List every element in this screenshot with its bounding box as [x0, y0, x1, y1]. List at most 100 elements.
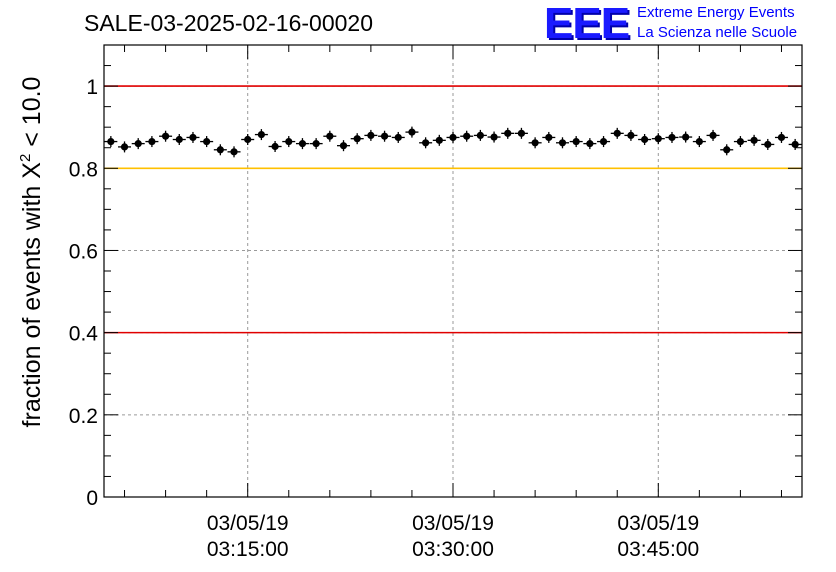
data-point	[309, 138, 323, 150]
point-marker	[682, 133, 690, 141]
y-tick-label: 0.6	[69, 240, 98, 263]
point-marker	[572, 137, 580, 146]
data-point	[569, 136, 583, 148]
point-marker	[285, 137, 293, 146]
data-point	[268, 140, 282, 152]
point-marker	[558, 139, 567, 147]
data-point	[295, 138, 309, 150]
data-point	[733, 136, 747, 148]
point-marker	[586, 140, 594, 148]
chart-title: SALE-03-2025-02-16-00020	[84, 10, 373, 36]
x-tick-label-date: 03/05/19	[412, 512, 494, 535]
point-marker	[531, 139, 539, 147]
point-marker	[791, 140, 799, 149]
data-point	[651, 133, 665, 145]
data-point	[720, 144, 734, 156]
point-marker	[641, 135, 649, 144]
point-marker	[695, 137, 703, 146]
data-point	[487, 131, 501, 143]
point-marker	[148, 137, 156, 146]
point-marker	[627, 131, 635, 139]
point-marker	[244, 135, 252, 144]
point-marker	[654, 135, 662, 143]
data-point	[254, 129, 268, 141]
point-marker	[668, 133, 676, 142]
y-tick-label: 0.4	[69, 323, 99, 346]
point-marker	[257, 130, 265, 139]
data-point	[679, 131, 693, 143]
point-marker	[120, 143, 129, 151]
point-marker	[449, 133, 457, 142]
point-marker	[312, 140, 320, 148]
y-tick-label: 0.8	[69, 158, 98, 181]
point-marker	[545, 133, 553, 142]
data-point	[747, 134, 761, 146]
data-point	[391, 131, 405, 143]
point-marker	[777, 133, 786, 142]
y-tick-label: 1	[86, 76, 98, 99]
data-point	[378, 130, 392, 142]
data-point	[432, 134, 446, 146]
data-point	[419, 137, 433, 149]
point-marker	[298, 140, 307, 148]
point-marker	[394, 133, 402, 142]
point-marker	[189, 133, 197, 142]
point-marker	[750, 136, 758, 144]
data-point	[610, 127, 624, 139]
x-tick-label-time: 03:30:00	[412, 538, 494, 561]
data-point	[473, 129, 487, 141]
point-marker	[161, 132, 170, 140]
point-marker	[463, 132, 471, 140]
data-point	[337, 140, 351, 152]
point-marker	[613, 129, 621, 137]
point-marker	[709, 131, 717, 139]
point-marker	[599, 137, 608, 146]
point-marker	[175, 135, 183, 144]
plot-frame	[103, 44, 803, 498]
data-point	[624, 129, 638, 141]
point-marker	[476, 131, 484, 139]
data-point	[460, 130, 474, 142]
data-point	[186, 131, 200, 143]
data-point	[514, 127, 528, 139]
data-point	[227, 146, 241, 158]
point-marker	[367, 131, 375, 139]
eee-logo-mark: EEE	[544, 0, 630, 48]
x-tick-label-date: 03/05/19	[207, 512, 289, 535]
data-point	[528, 137, 542, 149]
point-marker	[490, 133, 498, 141]
data-point	[172, 134, 186, 146]
grid-layer	[104, 45, 802, 497]
point-marker	[380, 132, 389, 140]
point-marker	[736, 137, 745, 146]
data-point	[501, 127, 515, 139]
data-point	[282, 136, 296, 148]
data-point	[405, 126, 419, 138]
x-tick-label-time: 03:45:00	[617, 538, 699, 561]
point-marker	[723, 146, 731, 154]
x-tick-label-date: 03/05/19	[617, 512, 699, 535]
data-point	[104, 136, 118, 148]
data-point	[323, 130, 337, 142]
data-point	[213, 144, 227, 156]
point-marker	[422, 139, 430, 147]
logo-subtitle-line2: La Scienza nelle Scuole	[637, 24, 798, 41]
data-point	[638, 134, 652, 146]
point-marker	[216, 146, 224, 154]
data-point	[597, 136, 611, 148]
point-marker	[203, 137, 211, 146]
point-marker	[435, 136, 443, 144]
tick-labels: 0 0.2 0.4 0.6 0.8 1 03/05/19 03:15:00 03/05/19 03…	[69, 76, 699, 561]
point-marker	[134, 140, 142, 148]
y-axis-title: fraction of events with X2 < 10.0	[17, 77, 46, 428]
reference-lines	[104, 85, 802, 334]
data-point	[706, 129, 720, 141]
y-tick-label: 0	[86, 487, 98, 510]
data-point	[692, 136, 706, 148]
data-point	[788, 138, 802, 150]
data-point	[761, 138, 775, 150]
data-point	[131, 138, 145, 150]
data-point	[583, 138, 597, 150]
data-point	[774, 131, 788, 143]
